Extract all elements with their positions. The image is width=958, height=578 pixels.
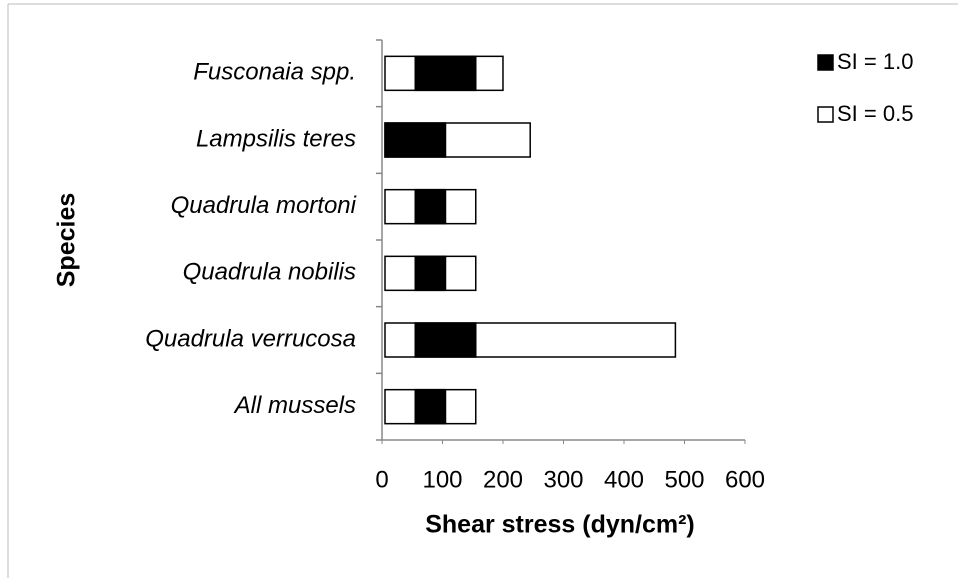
x-axis-title: Shear stress (dyn/cm²) [425,511,695,539]
bar [414,322,477,358]
x-tick-label: 0 [375,466,388,493]
x-tick-label: 500 [664,466,704,493]
y-tick-label: Lampsilis teres [196,125,356,152]
x-tick-label: 400 [604,466,644,493]
x-tick-label: 600 [725,466,765,493]
bar [414,255,447,292]
x-tick-label: 200 [483,466,523,493]
legend-label: SI = 0.5 [837,101,913,126]
bar [384,122,447,158]
x-tick-label: 100 [422,466,462,493]
y-tick-label: Quadrula nobilis [183,259,356,286]
bar [414,388,447,425]
y-tick-label: Quadrula verrucosa [145,325,356,352]
legend-label: SI = 1.0 [837,49,913,74]
y-tick-label: Quadrula mortoni [171,192,357,219]
legend-swatch [817,106,834,123]
y-tick-label: All mussels [233,392,356,419]
y-axis-title: Species [53,193,81,288]
bar [414,188,447,225]
bar [414,55,477,92]
y-tick-label: Fusconaia spp. [193,59,356,86]
legend-swatch [817,54,834,71]
x-tick-label: 300 [543,466,583,493]
